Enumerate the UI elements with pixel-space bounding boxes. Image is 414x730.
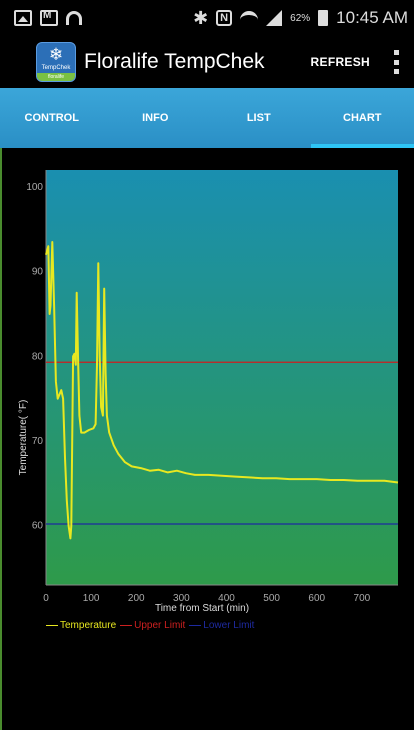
legend-label: Lower Limit [203,620,255,631]
clock: 10:45 AM [336,8,408,27]
action-bar: ❄ TempChek floralife Floralife TempChek … [0,36,414,88]
chart-legend: Temperature Upper Limit Lower Limit [46,620,254,631]
status-left [14,10,82,26]
legend-label: Upper Limit [134,620,186,631]
tab-control[interactable]: CONTROL [24,112,79,124]
x-tick-label: 0 [43,593,49,604]
temperature-series-line [45,241,399,540]
x-tick-label: 400 [218,593,235,604]
tab-info[interactable]: INFO [142,112,169,124]
y-tick-label: 90 [32,267,44,278]
nfc-icon: N [216,10,233,26]
wifi-icon [240,11,259,25]
x-tick-label: 300 [173,593,190,604]
status-right: ✱ N 62% 10:45 AM [193,8,408,29]
battery-icon [318,10,329,26]
status-bar: ✱ N 62% 10:45 AM [0,0,414,36]
x-tick-label: 200 [128,593,145,604]
x-tick-label: 700 [354,593,371,604]
snowflake-icon: ❄ [48,45,64,64]
legend-swatch [189,624,202,626]
logo-text: TempChek [41,65,71,71]
temperature-chart: 60 70 80 90 100 0 100 200 300 400 500 600 700 Time f… [18,170,399,614]
app-title: Floralife TempChek [84,50,265,73]
y-tick-label: 100 [26,182,43,193]
tab-bar: CONTROL INFO LIST CHART [0,88,414,148]
signal-icon [266,10,283,26]
legend-item-temperature: Temperature [46,620,116,631]
y-axis-label: Temperature( °F) [18,400,29,476]
legend-swatch [46,624,58,626]
mail-icon [40,10,58,26]
tab-chart[interactable]: CHART [310,88,414,148]
y-tick-label: 80 [32,351,44,362]
y-tick-label: 60 [32,521,44,532]
headset-icon [66,11,82,25]
x-axis-label: Time from Start (min) [155,603,249,614]
y-tick-label: 70 [32,436,44,447]
legend-swatch [120,624,133,626]
x-tick-label: 500 [263,593,280,604]
plot-area [46,170,398,585]
x-tick-label: 100 [83,593,100,604]
legend-item-lower-limit: Lower Limit [189,620,254,631]
refresh-button[interactable]: REFRESH [310,55,370,69]
x-tick-label: 600 [308,593,325,604]
gallery-icon [14,10,32,26]
app-logo: ❄ TempChek floralife [36,42,76,82]
logo-brand: floralife [37,73,75,81]
bluetooth-icon: ✱ [193,7,209,28]
battery-percent: 62% [290,12,311,24]
legend-item-upper-limit: Upper Limit [120,620,185,631]
overflow-menu-icon[interactable] [394,50,400,74]
tab-list[interactable]: LIST [246,112,271,124]
legend-label: Temperature [60,620,117,631]
